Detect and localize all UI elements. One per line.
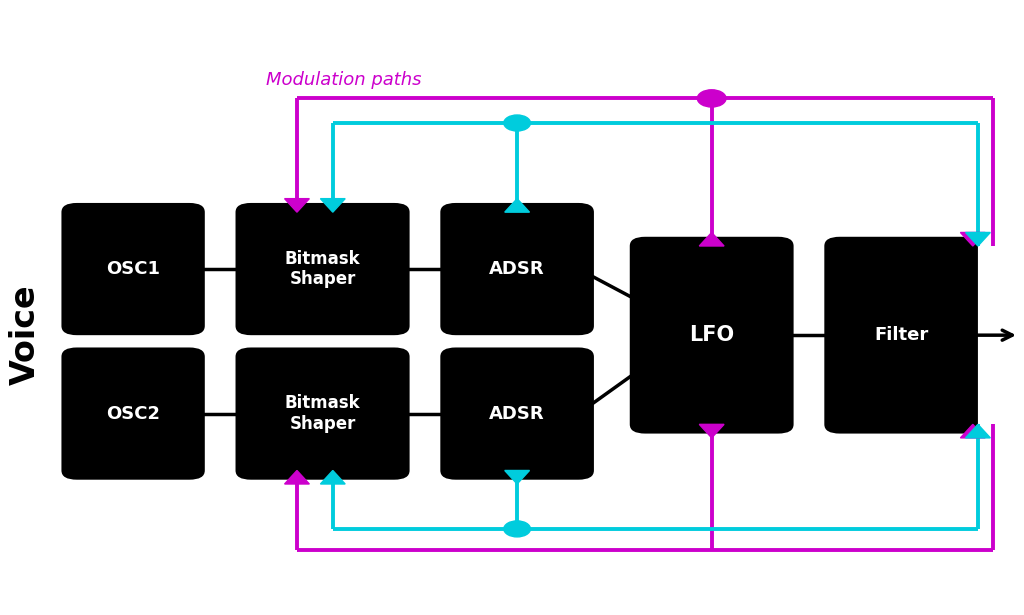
Polygon shape: [321, 470, 345, 484]
Text: ADSR: ADSR: [489, 260, 545, 278]
Polygon shape: [961, 424, 985, 438]
Text: Filter: Filter: [874, 326, 928, 344]
Polygon shape: [699, 232, 724, 246]
Polygon shape: [699, 424, 724, 438]
Polygon shape: [321, 199, 345, 212]
FancyBboxPatch shape: [61, 203, 205, 335]
Text: LFO: LFO: [689, 325, 734, 345]
Circle shape: [504, 521, 530, 537]
Text: Voice: Voice: [9, 285, 42, 386]
Polygon shape: [966, 232, 990, 246]
Polygon shape: [966, 424, 990, 438]
FancyBboxPatch shape: [630, 237, 794, 434]
Text: Bitmask
Shaper: Bitmask Shaper: [285, 250, 360, 288]
Polygon shape: [285, 199, 309, 212]
Polygon shape: [505, 199, 529, 212]
FancyBboxPatch shape: [236, 203, 410, 335]
FancyBboxPatch shape: [440, 347, 594, 480]
Circle shape: [697, 90, 726, 107]
FancyBboxPatch shape: [440, 203, 594, 335]
Polygon shape: [285, 470, 309, 484]
Text: OSC1: OSC1: [106, 260, 160, 278]
FancyBboxPatch shape: [61, 347, 205, 480]
Polygon shape: [505, 470, 529, 484]
Text: OSC2: OSC2: [106, 405, 160, 423]
Polygon shape: [961, 232, 985, 246]
FancyBboxPatch shape: [824, 237, 978, 434]
Text: ADSR: ADSR: [489, 405, 545, 423]
FancyBboxPatch shape: [236, 347, 410, 480]
Text: Modulation paths: Modulation paths: [266, 71, 422, 89]
Text: Bitmask
Shaper: Bitmask Shaper: [285, 394, 360, 433]
Circle shape: [504, 115, 530, 131]
